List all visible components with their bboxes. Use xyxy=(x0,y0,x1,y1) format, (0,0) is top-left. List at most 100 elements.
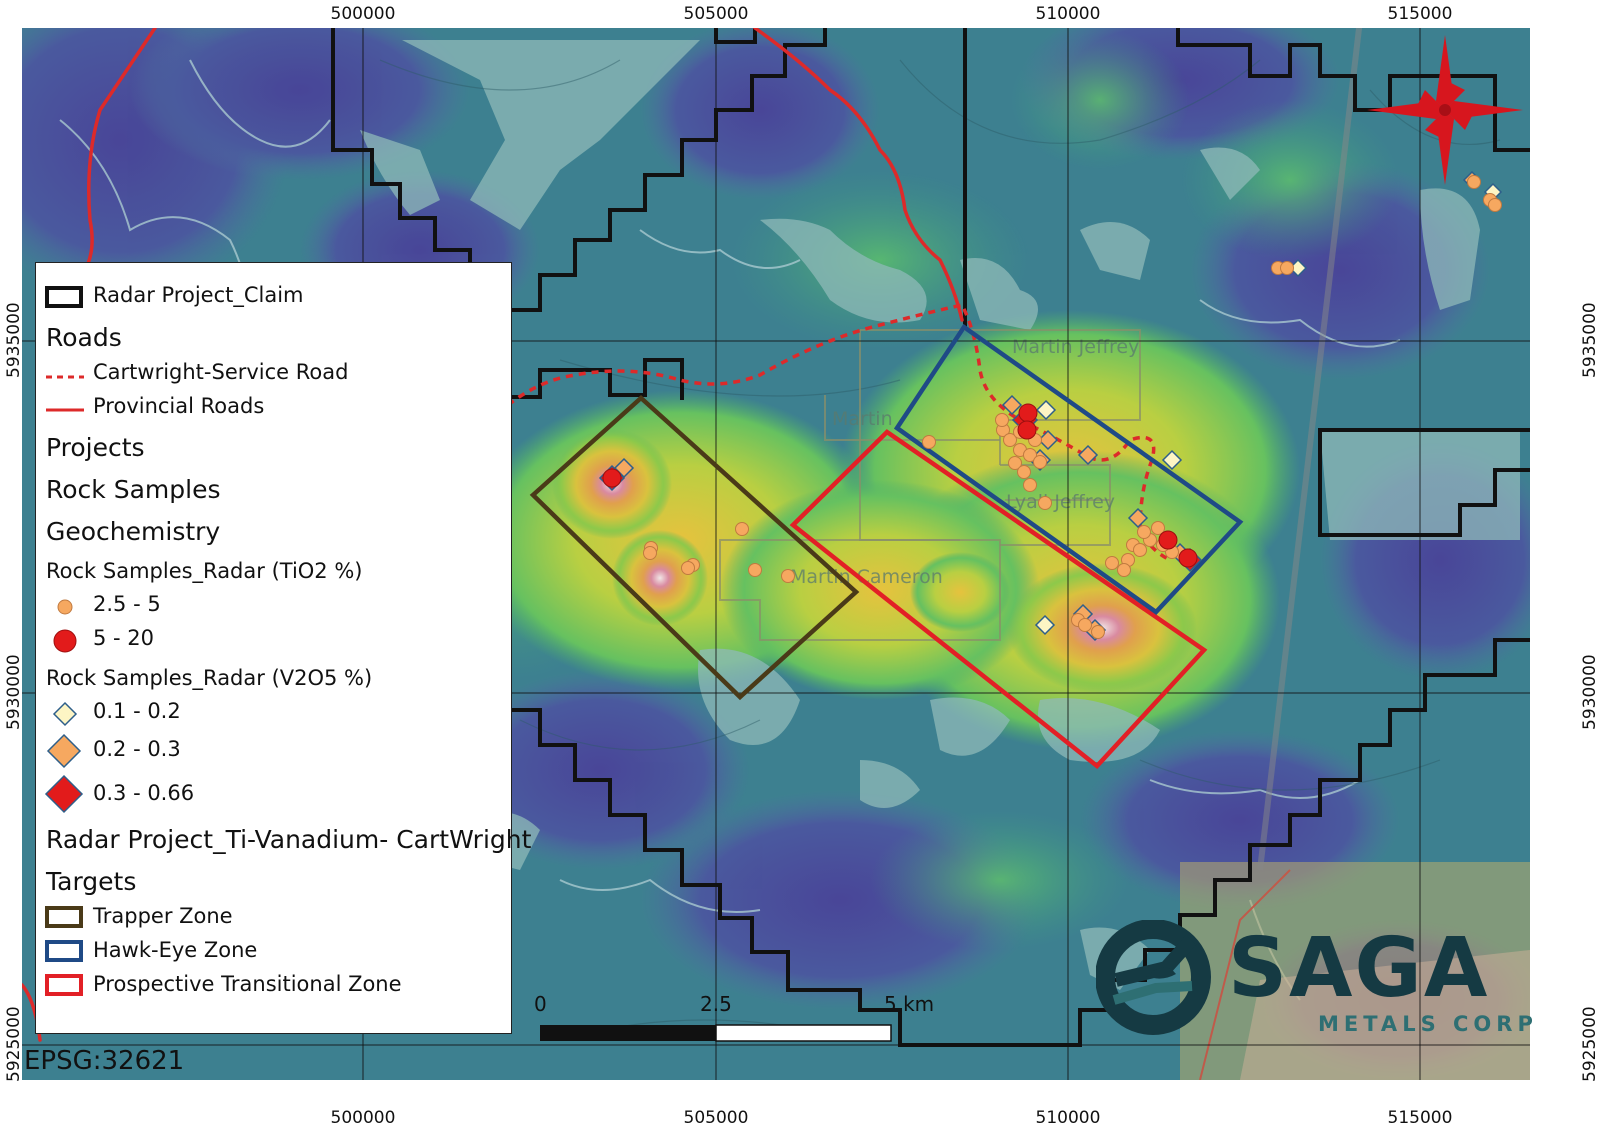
x-tick-bottom-500000: 500000 xyxy=(330,1108,396,1128)
tio2-sample-marker-high[interactable] xyxy=(1178,548,1198,568)
tio2-sample-marker[interactable] xyxy=(1117,563,1131,577)
v2o5-sample-marker[interactable] xyxy=(1001,394,1023,416)
prospective-transitional-zone xyxy=(789,429,1208,770)
tio2-sample-marker[interactable] xyxy=(735,522,749,536)
v2o5-sample-marker[interactable] xyxy=(1077,444,1099,466)
trapper-zone-symbol xyxy=(45,906,83,928)
map-canvas[interactable]: Martin Martin Cameron Martin Jeffrey Lya… xyxy=(22,28,1530,1080)
tio2-sample-marker[interactable] xyxy=(1467,175,1481,189)
tio2-sample-marker[interactable] xyxy=(681,561,695,575)
tio2-sample-marker-high[interactable] xyxy=(1158,530,1178,550)
scale-label-5-km: 5 km xyxy=(884,992,935,1016)
tio2-sample-marker[interactable] xyxy=(922,435,936,449)
transitional-zone-symbol xyxy=(45,974,83,996)
tio2-sample-marker[interactable] xyxy=(1017,465,1031,479)
x-tick-top-510000: 510000 xyxy=(1035,4,1101,24)
logo-wordmark: SAGA xyxy=(1228,921,1490,1016)
legend-service-road-label: Cartwright-Service Road xyxy=(93,360,349,384)
v2o5-sample-marker[interactable] xyxy=(1034,614,1056,636)
tio2-sample-marker[interactable] xyxy=(643,546,657,560)
y-tick-right-5930000: 5930000 xyxy=(1580,654,1600,730)
scale-bar-white xyxy=(715,1024,892,1042)
provincial-road-symbol xyxy=(46,408,84,412)
y-tick-right-5925000: 5925000 xyxy=(1580,1006,1600,1082)
tio2-sample-marker[interactable] xyxy=(1023,478,1037,492)
y-tick-left-5925000: 5925000 xyxy=(4,1006,24,1082)
tio2-sample-marker[interactable] xyxy=(1078,618,1092,632)
hawk-eye-zone xyxy=(893,323,1244,615)
legend-target-transitional: Prospective Transitional Zone xyxy=(93,972,402,996)
place-label-martin: Martin xyxy=(832,408,893,430)
saga-logo-icon xyxy=(1096,920,1211,1035)
x-tick-top-500000: 500000 xyxy=(330,4,396,24)
v2o5-sample-marker[interactable] xyxy=(1037,429,1059,451)
place-label-lyall-jeffrey: Lyall Jeffrey xyxy=(1006,491,1115,513)
service-road-symbol xyxy=(46,375,84,379)
y-tick-right-5935000: 5935000 xyxy=(1580,302,1600,378)
tio2-sample-marker-high[interactable] xyxy=(602,468,622,488)
v2o5-high-symbol xyxy=(44,774,84,814)
tio2-sample-marker[interactable] xyxy=(1105,556,1119,570)
geology-unit-inner xyxy=(1240,950,1530,1080)
x-tick-bottom-505000: 505000 xyxy=(683,1108,749,1128)
legend-tio2-heading: Rock Samples_Radar (TiO2 %) xyxy=(46,559,363,583)
tio2-sample-marker[interactable] xyxy=(1091,625,1105,639)
tio2-sample-marker[interactable] xyxy=(1151,521,1165,535)
geology-contact xyxy=(1199,869,1291,1080)
tio2-sample-marker[interactable] xyxy=(1133,543,1147,557)
tio2-sample-marker[interactable] xyxy=(1488,198,1502,212)
v2o5-mid-symbol xyxy=(46,733,82,769)
v2o5-sample-marker[interactable] xyxy=(1127,507,1149,529)
v2o5-sample-marker[interactable] xyxy=(1161,449,1183,471)
scale-bar-black xyxy=(540,1025,716,1041)
tio2-sample-marker[interactable] xyxy=(1038,496,1052,510)
legend-roads-heading: Roads xyxy=(46,323,122,352)
geology-contact-2 xyxy=(1257,28,1363,871)
compass-rose-icon xyxy=(1367,35,1523,185)
trapper-zone xyxy=(529,394,860,701)
radar-project-claim-boundary xyxy=(331,28,1530,1047)
tio2-sample-marker-high[interactable] xyxy=(1017,420,1037,440)
tio2-sample-marker[interactable] xyxy=(995,413,1009,427)
crs-label: EPSG:32621 xyxy=(24,1046,185,1076)
tio2-sample-marker[interactable] xyxy=(781,569,795,583)
x-tick-top-505000: 505000 xyxy=(683,4,749,24)
legend-v2o5-class-1: 0.1 - 0.2 xyxy=(93,699,181,723)
tio2-sample-marker[interactable] xyxy=(1280,261,1294,275)
map-legend: Radar Project_Claim Roads Cartwright-Ser… xyxy=(35,262,531,1034)
mineral-claim-cells xyxy=(719,329,1141,641)
cartwright-service-road xyxy=(506,303,1171,562)
tio2-sample-marker[interactable] xyxy=(1023,448,1037,462)
hawk-eye-zone-symbol xyxy=(45,940,83,962)
legend-tio2-class-2: 5 - 20 xyxy=(93,626,155,650)
tio2-sample-marker-high[interactable] xyxy=(1018,403,1038,423)
place-label-martin-cameron: Martin Cameron xyxy=(790,566,943,588)
y-tick-left-5930000: 5930000 xyxy=(4,654,24,730)
legend-v2o5-heading: Rock Samples_Radar (V2O5 %) xyxy=(46,666,373,690)
legend-tio2-class-1: 2.5 - 5 xyxy=(93,592,161,616)
legend-raster-layer: Radar Project_Ti-Vanadium- CartWright xyxy=(46,825,532,854)
scale-label-0: 0 xyxy=(534,992,547,1016)
legend-v2o5-class-2: 0.2 - 0.3 xyxy=(93,737,181,761)
legend-provincial-roads-label: Provincial Roads xyxy=(93,394,265,418)
legend-target-trapper: Trapper Zone xyxy=(93,904,233,928)
logo-subtitle: METALS CORP xyxy=(1318,1012,1538,1036)
legend-v2o5-class-3: 0.3 - 0.66 xyxy=(93,781,195,805)
x-tick-bottom-515000: 515000 xyxy=(1387,1108,1453,1128)
tio2-sample-marker[interactable] xyxy=(748,563,762,577)
tio2-low-symbol xyxy=(57,599,73,615)
x-tick-top-515000: 515000 xyxy=(1387,4,1453,24)
v2o5-low-symbol xyxy=(52,701,78,727)
legend-projects-heading: Projects xyxy=(46,433,145,462)
tio2-sample-marker[interactable] xyxy=(1137,525,1151,539)
tio2-sample-marker[interactable] xyxy=(1003,433,1017,447)
legend-targets-heading: Targets xyxy=(46,867,137,896)
tio2-sample-marker[interactable] xyxy=(1008,456,1022,470)
scale-label-2-5: 2.5 xyxy=(700,992,732,1016)
rock-sample-points xyxy=(598,170,1503,642)
legend-target-hawk-eye: Hawk-Eye Zone xyxy=(93,938,258,962)
x-tick-bottom-510000: 510000 xyxy=(1035,1108,1101,1128)
tio2-sample-marker[interactable] xyxy=(1033,455,1047,469)
place-label-martin-jeffrey: Martin Jeffrey xyxy=(1012,336,1139,358)
v2o5-sample-marker[interactable] xyxy=(1035,399,1057,421)
